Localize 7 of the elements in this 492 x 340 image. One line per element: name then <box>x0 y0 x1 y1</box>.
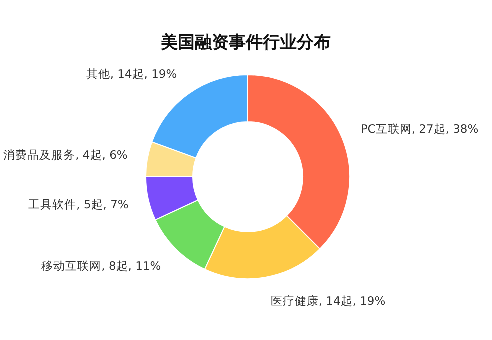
slice-label: 移动互联网, 8起, 11% <box>42 259 162 274</box>
slice-label: PC互联网, 27起, 38% <box>360 122 479 136</box>
slice-label: 其他, 14起, 19% <box>86 66 178 81</box>
chart-title: 美国融资事件行业分布 <box>160 33 331 53</box>
slice-label: 消费品及服务, 4起, 6% <box>4 148 128 162</box>
slice-label: 工具软件, 5起, 7% <box>28 197 129 212</box>
slice-label: 医疗健康, 14起, 19% <box>270 294 386 308</box>
